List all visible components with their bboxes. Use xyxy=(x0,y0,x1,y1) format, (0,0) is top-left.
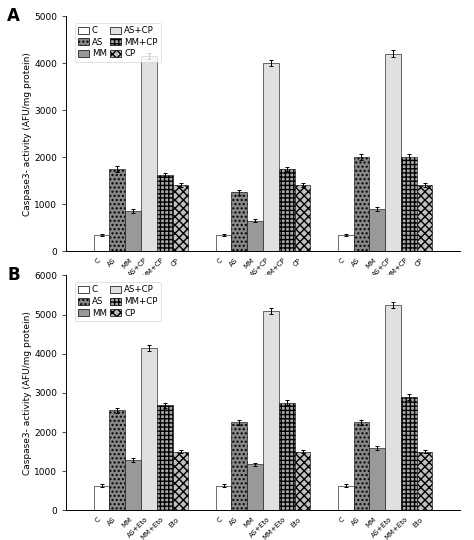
Text: C: C xyxy=(94,257,101,265)
Text: AS: AS xyxy=(107,516,118,527)
Text: MM+Eto: MM+Eto xyxy=(262,516,287,540)
Text: Eto: Eto xyxy=(290,516,302,529)
Bar xyxy=(173,451,188,510)
Bar xyxy=(94,485,109,510)
Bar xyxy=(109,169,125,251)
Legend: C, AS, MM, AS+CP, MM+CP, CP: C, AS, MM, AS+CP, MM+CP, CP xyxy=(74,23,161,62)
Text: MM: MM xyxy=(242,257,255,269)
Y-axis label: Caspase3- activity (AFU/mg protein): Caspase3- activity (AFU/mg protein) xyxy=(23,52,32,215)
Bar xyxy=(247,220,263,251)
Bar xyxy=(338,235,354,251)
Bar xyxy=(157,406,173,510)
Bar xyxy=(295,185,310,251)
Bar xyxy=(109,410,125,510)
Text: MM: MM xyxy=(120,516,133,529)
Text: MM: MM xyxy=(365,516,377,529)
Text: AS+CP: AS+CP xyxy=(128,257,149,278)
Text: CP: CP xyxy=(170,257,181,267)
Bar xyxy=(141,56,157,251)
Text: CP: CP xyxy=(414,257,425,267)
Text: AS+CP: AS+CP xyxy=(250,257,271,278)
Text: AS: AS xyxy=(107,257,118,268)
Bar xyxy=(141,348,157,510)
Text: C: C xyxy=(338,516,346,524)
Bar xyxy=(417,451,432,510)
Bar xyxy=(125,211,141,251)
Text: AS+Eto: AS+Eto xyxy=(248,516,271,539)
Y-axis label: Caspase3- activity (AFU/mg protein): Caspase3- activity (AFU/mg protein) xyxy=(23,311,32,475)
Bar xyxy=(401,157,417,251)
Bar xyxy=(263,310,279,510)
Text: MM+Eto: MM+Eto xyxy=(384,516,409,540)
Bar xyxy=(385,305,401,510)
Bar xyxy=(247,464,263,510)
Bar xyxy=(231,422,247,510)
Bar xyxy=(125,460,141,510)
Text: C: C xyxy=(216,257,224,265)
Text: CP: CP xyxy=(292,257,302,267)
Text: AS: AS xyxy=(228,516,239,527)
Text: MM+CP: MM+CP xyxy=(264,257,287,280)
Text: MM+CP: MM+CP xyxy=(386,257,409,280)
Bar xyxy=(295,451,310,510)
Text: Eto: Eto xyxy=(412,516,425,529)
Bar xyxy=(369,448,385,510)
Bar xyxy=(279,169,295,251)
Text: Eto: Eto xyxy=(168,516,181,529)
Bar xyxy=(263,63,279,251)
Bar xyxy=(354,422,369,510)
Text: Bcl-2: Bcl-2 xyxy=(128,289,154,299)
Bar xyxy=(173,185,188,251)
Legend: C, AS, MM, AS+CP, MM+CP, CP: C, AS, MM, AS+CP, MM+CP, CP xyxy=(74,282,161,321)
Text: MM: MM xyxy=(120,257,133,269)
Text: Bcl-Xₗ: Bcl-Xₗ xyxy=(249,289,277,299)
Text: AS+Eto: AS+Eto xyxy=(126,516,149,539)
Text: AS: AS xyxy=(351,516,361,527)
Text: MM: MM xyxy=(365,257,377,269)
Text: AS: AS xyxy=(228,257,239,268)
Text: Survivin: Survivin xyxy=(364,289,406,299)
Bar xyxy=(385,54,401,251)
Text: AS+Eto: AS+Eto xyxy=(370,516,393,539)
Bar xyxy=(279,403,295,510)
Bar xyxy=(338,485,354,510)
Text: C: C xyxy=(216,516,224,524)
Bar xyxy=(417,185,432,251)
Text: AS+CP: AS+CP xyxy=(372,257,393,278)
Bar xyxy=(94,235,109,251)
Bar xyxy=(354,157,369,251)
Text: AS: AS xyxy=(351,257,361,268)
Bar xyxy=(369,209,385,251)
Text: A: A xyxy=(8,7,20,25)
Text: C: C xyxy=(94,516,101,524)
Text: MM: MM xyxy=(242,516,255,529)
Text: MM+CP: MM+CP xyxy=(142,257,165,280)
Bar xyxy=(216,235,231,251)
Bar xyxy=(401,397,417,510)
Text: C: C xyxy=(338,257,346,265)
Bar xyxy=(231,192,247,251)
Bar xyxy=(157,175,173,251)
Bar xyxy=(216,485,231,510)
Text: MM+Eto: MM+Eto xyxy=(140,516,165,540)
Text: B: B xyxy=(8,266,20,284)
